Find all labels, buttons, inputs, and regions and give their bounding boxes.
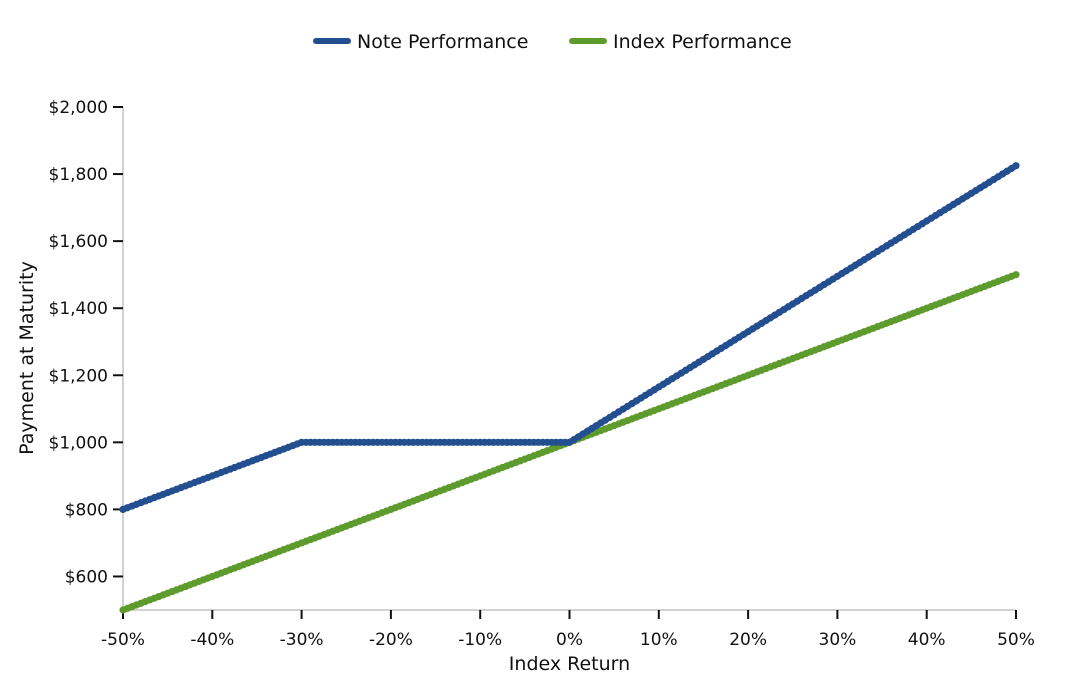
y-tick-label: $1,000: [49, 433, 108, 453]
x-tick-label: 10%: [640, 630, 678, 650]
x-tick-label: -30%: [280, 630, 324, 650]
series-note-performance: [119, 162, 1020, 513]
data-point: [1012, 162, 1020, 170]
axes: $600 $800 $1,000 $1,200 $1,400 $1,600 $1,800 $2…: [49, 98, 1035, 650]
series-markers-note-performance: [119, 162, 1020, 513]
data-point: [1012, 271, 1020, 279]
x-tick-label: 50%: [997, 630, 1035, 650]
y-tick-label: $800: [65, 500, 108, 520]
legend: Note Performance Index Performance: [313, 31, 792, 53]
y-tick-label: $1,800: [49, 165, 108, 185]
x-tick-label: -50%: [101, 630, 145, 650]
plot-series: [119, 162, 1020, 614]
y-tick-label: $1,600: [49, 232, 108, 252]
x-tick-label: -10%: [458, 630, 502, 650]
y-axis-title: Payment at Maturity: [16, 261, 38, 455]
x-tick-label: -20%: [369, 630, 413, 650]
y-ticks: $600 $800 $1,000 $1,200 $1,400 $1,600 $1,800 $2…: [49, 98, 123, 587]
x-tick-label: 40%: [908, 630, 946, 650]
y-tick-label: $1,200: [49, 366, 108, 386]
x-tick-label: 0%: [556, 630, 583, 650]
series-markers-index-performance: [119, 271, 1020, 614]
y-tick-label: $1,400: [49, 299, 108, 319]
x-tick-label: -40%: [190, 630, 234, 650]
legend-label-index-performance: Index Performance: [613, 31, 792, 53]
legend-label-note-performance: Note Performance: [357, 31, 528, 53]
x-tick-label: 30%: [819, 630, 857, 650]
x-ticks: -50% -40% -30% -20% -10% 0% 10% 20% 30% 40% 50%: [101, 610, 1035, 650]
y-tick-label: $600: [65, 567, 108, 587]
x-axis-title: Index Return: [509, 653, 630, 675]
x-tick-label: 20%: [729, 630, 767, 650]
y-tick-label: $2,000: [49, 98, 108, 118]
